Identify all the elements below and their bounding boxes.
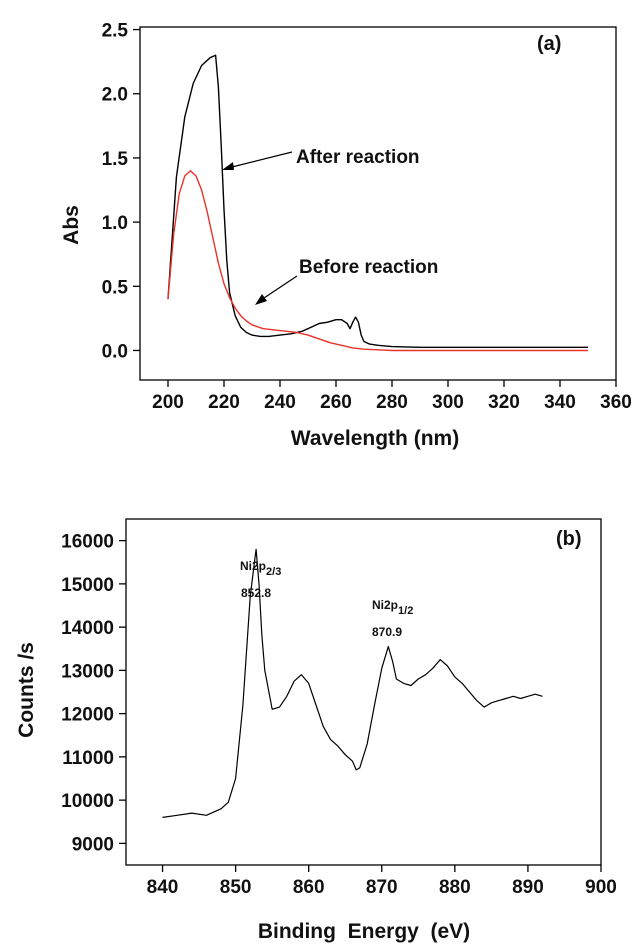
xps-x-tick-label: 850 [220, 877, 252, 898]
xps-series-group [162, 548, 543, 818]
peak-value-852-8: 852.8 [241, 586, 271, 600]
panel-label-a: (a) [537, 33, 561, 55]
uv-vis-y-tick-label: 1.0 [102, 213, 128, 234]
arrow-before-reaction [260, 275, 298, 301]
uv-vis-series-before-reaction [167, 170, 588, 352]
xps-y-tick-label: 14000 [61, 618, 114, 639]
uv-vis-y-tick-label: 2.5 [102, 21, 129, 42]
uv-vis-x-tick-label: 300 [432, 392, 464, 413]
uv-vis-series-group [167, 54, 588, 352]
uv-vis-x-tick-label: 360 [600, 392, 632, 413]
uv-vis-y-tick-label: 1.5 [102, 149, 129, 170]
xps-y-tick-label: 16000 [61, 532, 114, 553]
xps-chart: 840 850 860 870 880 890 900 9000 10000 11000 12000… [15, 518, 617, 943]
xps-x-axis-label: Binding Energy (eV) [258, 920, 470, 943]
peak-label-ni2p-1-2: Ni2p1/2 [372, 598, 413, 617]
xps-y-tick-label: 12000 [61, 705, 114, 726]
uv-vis-y-tick-label: 0.5 [102, 277, 129, 298]
xps-axis-ticks: 840 850 860 870 880 890 900 9000 10000 11000 12000… [61, 532, 617, 898]
xps-y-axis-label: Counts /s [15, 642, 38, 738]
peak-value-870-9: 870.9 [372, 625, 402, 639]
xps-x-tick-label: 890 [512, 877, 544, 898]
uv-vis-x-tick-label: 240 [264, 392, 296, 413]
uv-vis-x-axis-label: Wavelength (nm) [291, 427, 459, 450]
annotation-before-reaction: Before reaction [299, 257, 438, 278]
xps-series-series-0 [162, 548, 543, 818]
uv-vis-x-tick-label: 220 [208, 392, 240, 413]
xps-y-tick-label: 10000 [61, 791, 114, 812]
peak-label-ni2p-2-3-sub: 2/3 [266, 566, 281, 578]
peak-label-ni2p-1-2-sub: 1/2 [398, 605, 413, 617]
uv-vis-y-axis-label: Abs [60, 205, 83, 245]
annotation-after-reaction: After reaction [296, 147, 420, 168]
uv-vis-x-tick-label: 260 [320, 392, 352, 413]
xps-plot-frame [125, 518, 602, 866]
arrowhead-after-reaction [222, 162, 234, 170]
xps-y-tick-label: 15000 [61, 575, 114, 596]
uv-vis-plot-frame [139, 26, 617, 381]
arrowhead-before-reaction [255, 294, 267, 305]
arrow-after-reaction [227, 151, 293, 169]
panel-label-b: (b) [556, 528, 582, 550]
peak-label-ni2p-2-3-text: Ni2p [240, 559, 266, 573]
xps-x-tick-label: 870 [366, 877, 398, 898]
xps-x-tick-label: 880 [439, 877, 471, 898]
uv-vis-x-tick-label: 320 [488, 392, 520, 413]
xps-x-tick-label: 860 [293, 877, 325, 898]
uv-vis-chart: 200 220 240 260 280 300 320 340 360 0.0 0.5 1.0 1.5 2… [60, 21, 632, 450]
uv-vis-x-tick-label: 200 [152, 392, 184, 413]
uv-vis-y-tick-label: 0.0 [102, 341, 128, 362]
peak-label-ni2p-1-2-text: Ni2p [372, 598, 398, 612]
uv-vis-x-tick-label: 340 [544, 392, 576, 413]
xps-y-tick-label: 13000 [61, 661, 114, 682]
uv-vis-series-after-reaction [167, 54, 588, 348]
xps-x-tick-label: 900 [585, 877, 617, 898]
uv-vis-x-tick-label: 280 [376, 392, 408, 413]
peak-label-ni2p-2-3: Ni2p2/3 [240, 559, 281, 578]
xps-y-tick-label: 11000 [62, 748, 114, 769]
xps-x-tick-label: 840 [147, 877, 179, 898]
uv-vis-axis-ticks: 200 220 240 260 280 300 320 340 360 0.0 0.5 1.0 1.5 2… [102, 21, 632, 413]
uv-vis-y-tick-label: 2.0 [102, 85, 128, 106]
xps-y-tick-label: 9000 [72, 834, 114, 855]
